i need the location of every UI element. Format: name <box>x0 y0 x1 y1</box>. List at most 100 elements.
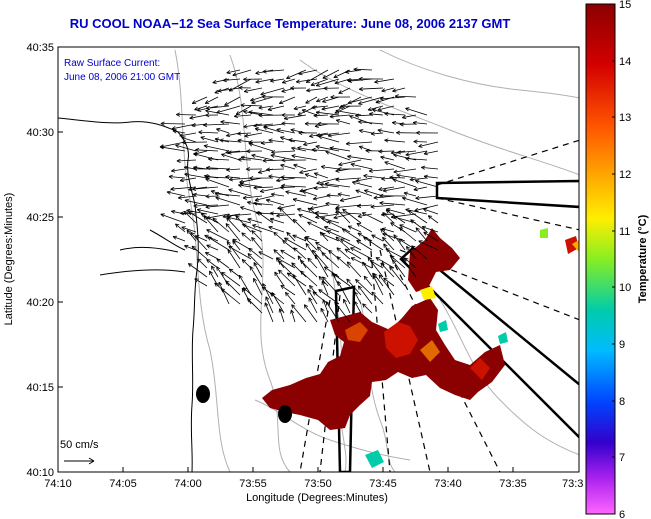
current-vector <box>229 177 252 180</box>
current-vector-head <box>253 185 258 189</box>
current-vector-head <box>166 190 171 193</box>
current-vector <box>326 194 340 197</box>
current-vector-head <box>210 189 215 192</box>
current-vector-head <box>301 109 307 111</box>
current-vector <box>278 260 296 278</box>
current-vector <box>413 141 428 143</box>
current-vector-head <box>263 125 268 128</box>
current-vector-head <box>297 255 299 260</box>
current-vector-head <box>278 308 280 313</box>
current-vector-head <box>295 79 300 83</box>
colorbar-tick-label: 15 <box>619 0 631 11</box>
current-vector-head <box>415 227 418 232</box>
current-vector <box>258 105 274 109</box>
current-vector-head <box>263 123 268 127</box>
current-vector-head <box>405 108 409 112</box>
current-vector-head <box>286 75 290 79</box>
current-vector-head <box>216 266 221 270</box>
current-vector-head <box>170 188 175 191</box>
current-vector-head <box>237 138 242 141</box>
current-vector <box>180 212 197 215</box>
current-vector-head <box>246 201 251 205</box>
current-vector-head <box>324 183 329 187</box>
current-vector <box>175 144 197 152</box>
current-vector-head <box>203 122 208 126</box>
current-vector-head <box>372 109 376 113</box>
current-vector-head <box>418 143 422 147</box>
current-vector-head <box>350 257 354 262</box>
current-vector-head <box>370 131 375 135</box>
current-vector <box>291 147 307 152</box>
current-vector-head <box>382 188 387 192</box>
current-vector <box>344 248 362 260</box>
current-vector-head <box>252 224 257 226</box>
current-vector-head <box>338 90 342 94</box>
current-vector <box>356 222 373 233</box>
current-vector-head <box>373 195 378 199</box>
current-vector-head <box>280 136 284 141</box>
current-vector-head <box>385 248 389 253</box>
current-vector-head <box>355 178 360 182</box>
current-vector-head <box>179 180 185 183</box>
current-vector-head <box>193 165 198 168</box>
current-vector <box>266 168 285 170</box>
current-vector <box>296 78 318 83</box>
current-vector <box>279 96 296 104</box>
current-vector <box>247 253 263 269</box>
current-vector-head <box>292 234 296 239</box>
current-vector <box>293 247 307 260</box>
current-vector-head <box>265 199 270 203</box>
current-vector-head <box>325 201 330 204</box>
current-vector-head <box>370 206 375 209</box>
current-vector <box>405 158 428 161</box>
current-vector-head <box>253 187 258 190</box>
current-vector <box>260 87 285 95</box>
current-vector <box>228 245 252 260</box>
current-vector <box>297 208 318 215</box>
current-vector-head <box>176 160 181 163</box>
current-vector-head <box>382 233 386 237</box>
current-vector <box>200 136 219 143</box>
current-vector-head <box>184 172 189 175</box>
current-vector-head <box>291 304 293 309</box>
current-vector-head <box>197 258 200 263</box>
current-vector <box>382 237 395 251</box>
current-vector <box>405 150 428 156</box>
current-vector-head <box>226 70 231 74</box>
current-vector <box>292 274 307 296</box>
current-vector-head <box>397 150 401 153</box>
current-vector <box>321 105 340 110</box>
current-vector-head <box>194 106 198 110</box>
current-vector <box>379 202 406 206</box>
current-vector <box>220 288 241 305</box>
current-vector-head <box>266 167 271 170</box>
current-vector-head <box>258 113 263 116</box>
colorbar-tick-label: 11 <box>619 226 630 238</box>
current-vector-head <box>258 251 262 256</box>
current-vector-head <box>318 289 323 291</box>
current-vector <box>307 289 318 305</box>
current-vector <box>160 123 186 125</box>
current-vector-head <box>214 89 218 94</box>
current-vector <box>193 150 208 155</box>
current-vector <box>403 192 417 197</box>
current-vector <box>281 185 307 188</box>
current-vector <box>340 238 362 251</box>
current-vector-head <box>291 155 296 159</box>
current-vector-head <box>428 215 433 217</box>
colorbar-tick-label: 8 <box>619 396 625 408</box>
current-vector-head <box>206 217 211 220</box>
current-vector-head <box>383 243 385 248</box>
current-vector-head <box>261 96 266 99</box>
current-vector-head <box>359 129 364 131</box>
current-vector <box>386 208 406 215</box>
colorbar-tick-label: 14 <box>619 56 631 68</box>
current-vector-head <box>421 225 427 227</box>
current-vector-head <box>309 133 313 137</box>
current-vector <box>203 145 230 152</box>
current-vector-head <box>251 237 253 242</box>
current-vector-head <box>268 139 273 143</box>
x-tick-label: 73:45 <box>369 478 397 490</box>
current-vector <box>212 78 230 84</box>
current-vector-head <box>322 98 326 103</box>
